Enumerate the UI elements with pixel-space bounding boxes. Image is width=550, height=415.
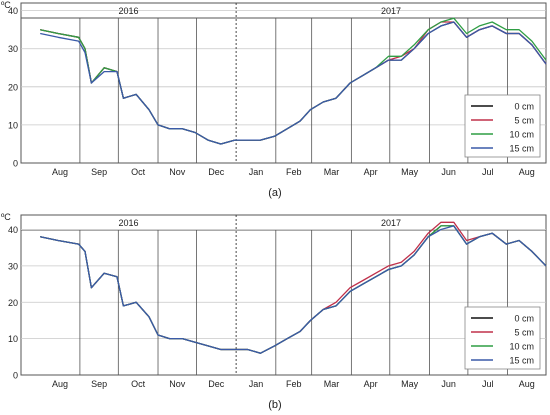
month-tick-label: Aug	[519, 167, 535, 177]
month-tick-label: Oct	[131, 379, 146, 389]
year-label: 2016	[119, 6, 139, 16]
month-tick-label: Mar	[324, 379, 340, 389]
legend-entry: 0 cm	[514, 314, 534, 324]
month-tick-label: Aug	[519, 379, 535, 389]
series-line	[40, 225, 547, 354]
y-tick-label: 20	[8, 82, 18, 92]
month-tick-label: Apr	[364, 167, 378, 177]
y-tick-label: 10	[8, 334, 18, 344]
legend-entry: 10 cm	[509, 342, 534, 352]
month-tick-label: Feb	[286, 379, 302, 389]
y-axis-unit-label: ºC	[1, 212, 11, 222]
legend-entry: 10 cm	[509, 130, 534, 140]
month-tick-label: Nov	[169, 379, 186, 389]
plot-frame	[20, 214, 547, 376]
legend-entry: 0 cm	[514, 102, 534, 112]
y-tick-label: 0	[13, 371, 18, 381]
month-tick-label: Dec	[208, 167, 225, 177]
month-tick-label: May	[401, 379, 419, 389]
plot-frame	[20, 2, 547, 164]
month-tick-label: Sep	[91, 379, 107, 389]
month-tick-label: Jan	[249, 379, 264, 389]
panel-label-a: (a)	[268, 187, 281, 199]
y-tick-label: 0	[13, 159, 18, 169]
y-tick-label: 40	[8, 6, 18, 16]
month-tick-label: Jul	[482, 379, 494, 389]
month-tick-label: Nov	[169, 167, 186, 177]
year-label: 2017	[381, 218, 401, 228]
month-tick-label: Feb	[286, 167, 302, 177]
month-tick-label: Mar	[324, 167, 340, 177]
y-tick-label: 40	[8, 225, 18, 235]
month-tick-label: Dec	[208, 379, 225, 389]
panel-label-b: (b)	[268, 399, 281, 411]
month-tick-label: Jun	[441, 379, 456, 389]
month-tick-label: Jun	[441, 167, 456, 177]
y-axis-unit-label: ºC	[1, 0, 11, 10]
legend-entry: 15 cm	[509, 144, 534, 154]
legend-entry: 5 cm	[514, 328, 534, 338]
month-tick-label: Sep	[91, 167, 107, 177]
month-tick-label: May	[401, 167, 419, 177]
month-tick-label: Apr	[364, 379, 378, 389]
month-tick-label: Aug	[52, 379, 68, 389]
y-tick-label: 30	[8, 261, 18, 271]
year-label: 2016	[119, 218, 139, 228]
month-tick-label: Jan	[249, 167, 264, 177]
month-tick-label: Jul	[482, 167, 494, 177]
chart-panel-b: 0 10 20 30 40 ºC Aug Sep Oct Nov Dec Jan Feb Mar Apr Ma…	[1, 212, 547, 389]
legend-entry: 15 cm	[509, 356, 534, 366]
series-line	[40, 21, 547, 145]
year-label: 2017	[381, 6, 401, 16]
month-tick-label: Aug	[52, 167, 68, 177]
legend-entry: 5 cm	[514, 116, 534, 126]
legend-box	[464, 94, 541, 158]
y-tick-label: 30	[8, 44, 18, 54]
month-tick-label: Oct	[131, 167, 146, 177]
y-tick-label: 10	[8, 120, 18, 130]
y-tick-label: 20	[8, 298, 18, 308]
